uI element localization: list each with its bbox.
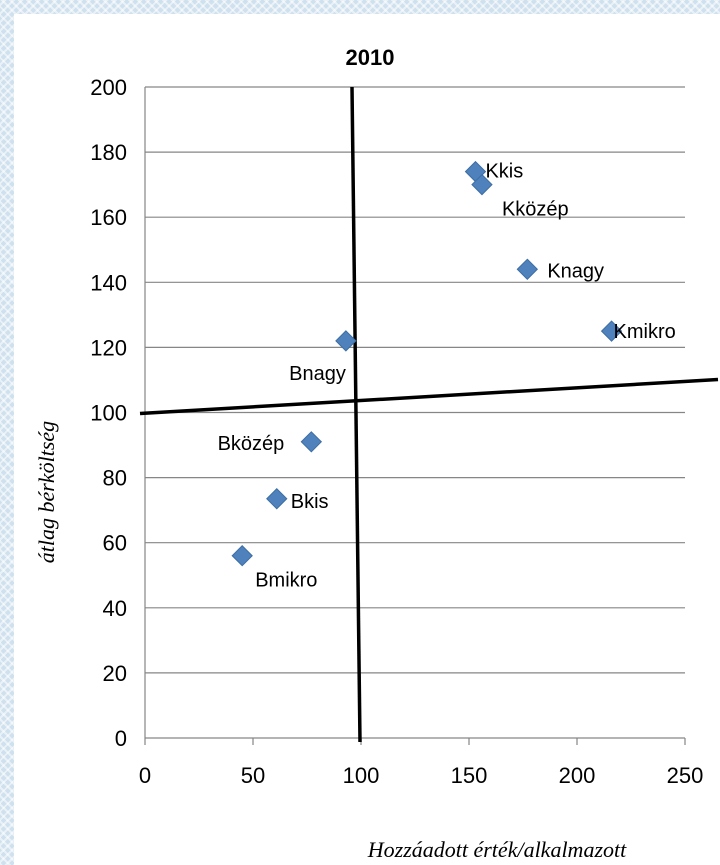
y-tick-label-20: 20 — [103, 661, 127, 686]
y-axis-title: átlag bérköltség — [34, 421, 59, 563]
data-label-bközép: Bközép — [218, 433, 285, 455]
y-tick-label-80: 80 — [103, 466, 127, 491]
y-tick-label-60: 60 — [103, 531, 127, 556]
x-tick-label-50: 50 — [241, 763, 265, 788]
x-tick-label-200: 200 — [559, 763, 596, 788]
data-label-bkis: Bkis — [291, 491, 329, 513]
data-point-bkis — [266, 488, 288, 510]
x-tick-label-0: 0 — [139, 763, 151, 788]
data-label-kkis: Kkis — [485, 161, 523, 183]
y-tick-label-120: 120 — [90, 335, 127, 360]
data-point-knagy — [516, 258, 539, 280]
x-tick-label-100: 100 — [343, 763, 380, 788]
quadrant-line-horizontal — [139, 377, 719, 416]
data-label-bmikro: Bmikro — [255, 570, 317, 592]
data-label-knagy: Knagy — [547, 260, 604, 282]
data-point-bnagy — [335, 330, 357, 352]
data-point-kmikro — [600, 320, 623, 342]
y-tick-label-0: 0 — [115, 726, 127, 751]
data-label-bnagy: Bnagy — [289, 363, 346, 385]
data-point-kközép — [471, 173, 493, 196]
data-label-kközép: Kközép — [502, 199, 569, 221]
y-tick-label-200: 200 — [90, 75, 127, 100]
y-tick-label-160: 160 — [90, 205, 127, 230]
y-tick-label-100: 100 — [90, 401, 127, 426]
data-point-bmikro — [231, 545, 253, 567]
data-point-bközép — [300, 431, 323, 453]
chart-title: 2010 — [346, 45, 395, 70]
y-tick-label-40: 40 — [103, 596, 127, 621]
x-axis-title: Hozzáadott érték/alkalmazott — [367, 837, 627, 862]
data-label-kmikro: Kmikro — [614, 321, 676, 343]
chart-area — [14, 14, 720, 865]
x-tick-label-250: 250 — [667, 763, 704, 788]
y-tick-label-180: 180 — [90, 140, 127, 165]
quadrant-line-vertical — [350, 86, 362, 743]
y-tick-label-140: 140 — [90, 270, 127, 295]
x-tick-label-150: 150 — [451, 763, 488, 788]
